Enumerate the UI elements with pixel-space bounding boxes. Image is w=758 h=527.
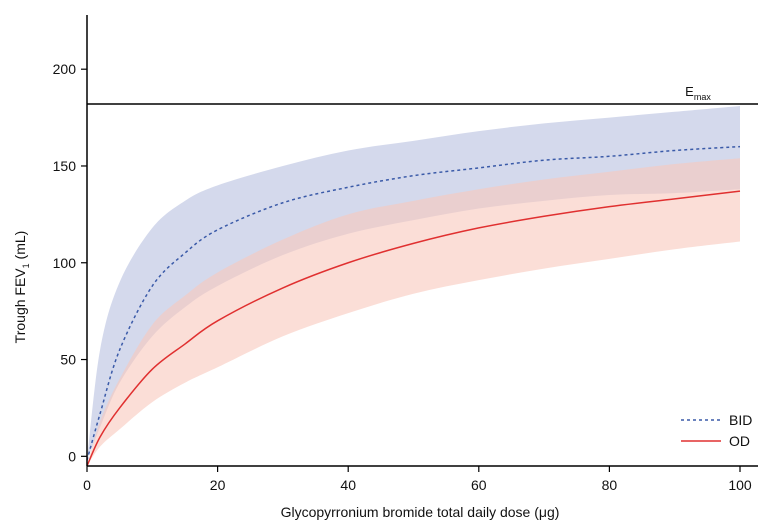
y-tick-label: 50 [60,352,76,368]
emax-label-main: E [685,84,694,99]
legend: BID OD [681,412,752,449]
x-axis: 0 20 40 60 80 100 [83,465,758,493]
y-tick-label: 100 [53,255,77,271]
y-axis: 0 50 100 150 200 [53,15,88,466]
y-axis-title-unit: (mL) [12,231,28,264]
confidence-bands [87,105,740,467]
x-axis-title: Glycopyrronium bromide total daily dose … [281,504,560,520]
series-line-bid [86,145,741,461]
y-tick-label: 200 [53,61,77,77]
emax-label-sub: max [694,92,712,102]
x-tick-label: 60 [471,477,487,493]
x-tick-label: 20 [210,477,226,493]
y-axis-title-sub: 1 [21,263,31,268]
x-tick-label: 80 [602,477,618,493]
emax-label: Emax [685,84,711,102]
confidence-band-od [87,158,740,467]
y-axis-title: Trough FEV1 (mL) [12,231,31,344]
legend-label-od: OD [729,433,750,449]
series-line-od [86,190,741,467]
y-tick-label: 150 [53,158,77,174]
legend-label-bid: BID [729,412,752,428]
x-tick-label: 100 [728,477,752,493]
x-tick-label: 0 [83,477,91,493]
series-lines [86,145,741,467]
y-axis-title-main: Trough FEV [12,268,28,344]
x-tick-label: 40 [340,477,356,493]
y-tick-label: 0 [68,448,76,464]
